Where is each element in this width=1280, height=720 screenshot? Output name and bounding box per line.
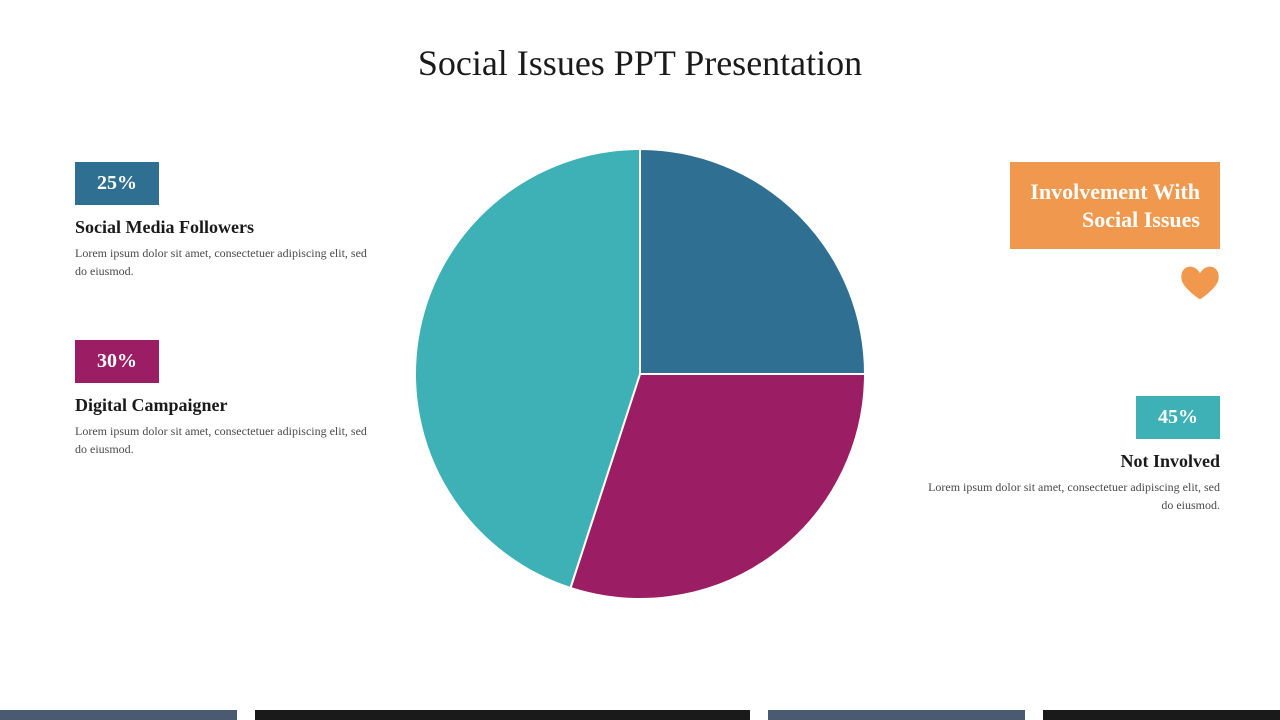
callout-line2: Social Issues xyxy=(1082,207,1200,232)
left-column: 25% Social Media Followers Lorem ipsum d… xyxy=(75,162,375,458)
footer-segment xyxy=(0,710,237,720)
item-desc-right: Lorem ipsum dolor sit amet, consectetuer… xyxy=(920,478,1220,514)
heart-icon xyxy=(1180,265,1220,301)
item-block-1: 30% Digital Campaigner Lorem ipsum dolor… xyxy=(75,340,375,458)
item-title-1: Digital Campaigner xyxy=(75,395,375,416)
item-desc-0: Lorem ipsum dolor sit amet, consectetuer… xyxy=(75,244,375,280)
callout-box: Involvement With Social Issues xyxy=(1010,162,1220,249)
item-desc-1: Lorem ipsum dolor sit amet, consectetuer… xyxy=(75,422,375,458)
pct-box-1: 30% xyxy=(75,340,159,383)
footer-segment xyxy=(255,710,749,720)
footer-segment xyxy=(1043,710,1280,720)
item-title-right: Not Involved xyxy=(920,451,1220,472)
pct-box-right: 45% xyxy=(1136,396,1220,439)
pct-box-0: 25% xyxy=(75,162,159,205)
slide-title: Social Issues PPT Presentation xyxy=(0,0,1280,84)
pie-slice xyxy=(640,149,865,374)
pie-chart xyxy=(410,144,870,604)
content-area: 25% Social Media Followers Lorem ipsum d… xyxy=(0,84,1280,664)
item-block-0: 25% Social Media Followers Lorem ipsum d… xyxy=(75,162,375,280)
item-title-0: Social Media Followers xyxy=(75,217,375,238)
item-block-right: 45% Not Involved Lorem ipsum dolor sit a… xyxy=(920,396,1220,514)
right-column: Involvement With Social Issues 45% Not I… xyxy=(920,162,1220,514)
footer-bars xyxy=(0,710,1280,720)
callout-line1: Involvement With xyxy=(1030,179,1200,204)
footer-segment xyxy=(768,710,1025,720)
